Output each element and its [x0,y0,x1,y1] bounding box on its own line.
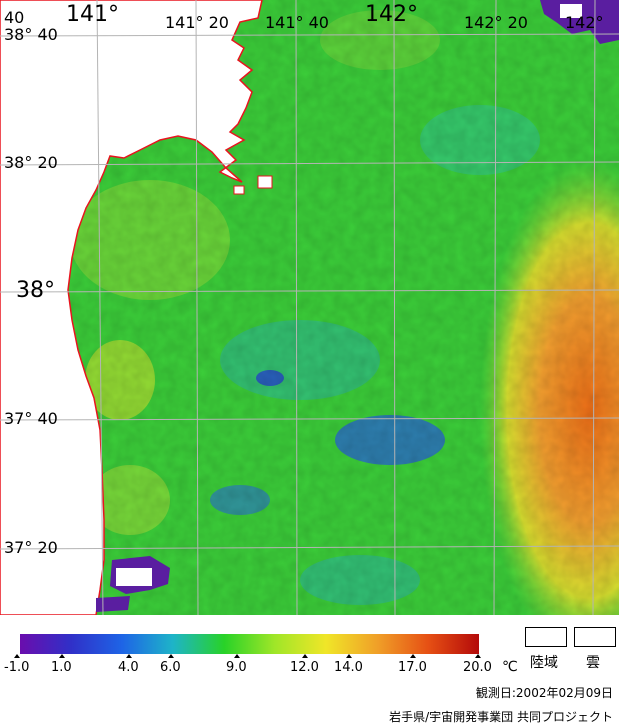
scale-tick-label: 1.0 [51,660,72,675]
scale-tick-mark [345,654,352,658]
cloud-area [540,0,619,44]
longitude-label: 141° 20 [165,13,229,32]
parallel [0,161,619,166]
scale-tick-label: 20.0 [463,660,492,675]
latitude-label: 37° 20 [4,538,58,557]
land-island [233,185,245,195]
scale-tick-mark [301,654,308,658]
parallel [0,545,619,550]
scale-tick-mark [233,654,240,658]
scale-tick-label: 17.0 [398,660,427,675]
latitude-label: 37° 40 [4,409,58,428]
longitude-label: 142° [365,2,418,27]
longitude-label: 142° 20 [464,13,528,32]
cloud-legend-label: 雲 [586,655,600,671]
credit-text: 岩手県/宇宙開発事業団 共同プロジェクト [389,710,613,724]
parallel [0,33,619,37]
scale-tick-label: 4.0 [118,660,139,675]
parallel [0,289,619,293]
cloud-area [560,4,582,18]
cloud-area [116,568,152,586]
land-legend-label: 陸域 [530,655,558,671]
scale-tick-mark [167,654,174,658]
land-legend-swatch [525,627,567,647]
temperature-color-scale [20,634,479,654]
meridian [96,0,104,615]
latitude-label: 38° 20 [4,153,58,172]
longitude-label: 142° [565,13,604,32]
latitude-label: 38° 40 [4,25,58,44]
cloud-area [96,596,130,612]
scale-tick-label: 14.0 [334,660,363,675]
graticule [0,0,619,615]
meridian [195,0,199,615]
scale-tick-label: -1.0 [4,660,30,675]
longitude-label: 141° [66,2,119,27]
cloud-legend-swatch [574,627,616,647]
observation-date: 観測日:2002年02月09日 [475,686,613,700]
scale-tick-mark [125,654,132,658]
scale-tick-mark [409,654,416,658]
latitude-label: 38° [16,278,55,303]
meridian [295,0,298,615]
scale-tick-label: 9.0 [226,660,247,675]
sea-surface-temperature-map [0,0,619,615]
longitude-label: 40 [4,8,25,27]
scale-tick-mark [474,654,481,658]
scale-tick-mark [13,654,20,658]
parallel [0,417,619,421]
land-island [257,175,273,189]
scale-tick-mark [58,654,65,658]
scale-tick-label: 12.0 [290,660,319,675]
meridian [493,0,497,615]
longitude-label: 141° 40 [265,13,329,32]
meridian [592,0,596,615]
scale-unit: ℃ [502,659,518,675]
scale-tick-label: 6.0 [160,660,181,675]
meridian [393,0,396,615]
